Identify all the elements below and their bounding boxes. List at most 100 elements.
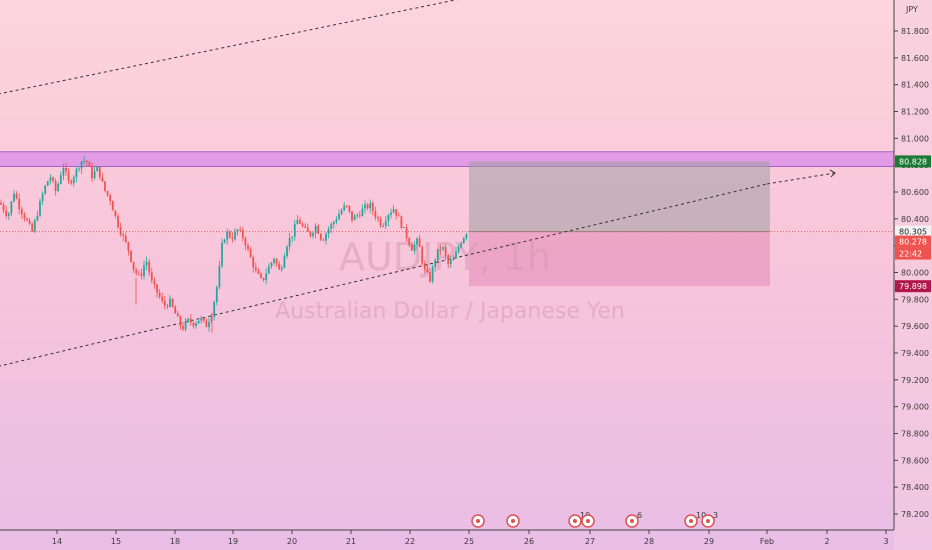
candle-body (275, 259, 278, 264)
event-count-label: 3 (713, 511, 718, 520)
candle-body (93, 171, 96, 179)
candle-body (252, 257, 255, 268)
candle-body (462, 237, 465, 244)
candle-body (416, 238, 418, 245)
candle-body (163, 300, 166, 306)
candle-body (33, 220, 36, 232)
candle-body (7, 213, 10, 216)
candle-body (228, 231, 231, 238)
stop-price-tag-bg (895, 280, 931, 293)
candle-body (395, 209, 398, 216)
candle-body (280, 267, 283, 270)
candle-body (174, 306, 177, 314)
price-tick-label: 80.400 (901, 215, 929, 224)
candle-body (421, 247, 424, 264)
candle-body (436, 249, 439, 260)
candle-body (72, 177, 75, 184)
candle-body (104, 181, 106, 191)
candle-body (52, 177, 54, 181)
event-marker-dot (573, 519, 577, 523)
candle-body (223, 239, 226, 243)
event-marker-dot (689, 519, 693, 523)
watermark-name: Australian Dollar / Japanese Yen (275, 299, 625, 324)
candle-body (319, 233, 322, 240)
price-tick-label: 79.800 (901, 295, 929, 304)
candle-body (335, 219, 338, 223)
candle-body (215, 287, 218, 302)
candle-body (13, 193, 15, 202)
candle-body (200, 318, 203, 321)
candle-body (449, 260, 452, 264)
event-marker-dot (476, 519, 480, 523)
event-marker-dot (630, 519, 634, 523)
candle-body (366, 204, 369, 209)
resistance-price-tag-bg (895, 155, 931, 168)
candle-body (403, 227, 405, 228)
candle-body (309, 231, 312, 237)
candle-body (249, 248, 252, 258)
candle-body (286, 246, 288, 257)
price-tick-label: 78.600 (901, 456, 929, 465)
candle-body (410, 244, 413, 251)
candle-body (345, 205, 348, 207)
candle-body (88, 162, 91, 167)
price-tick-label: 78.800 (901, 430, 929, 439)
candle-body (356, 215, 359, 217)
trend-arrow-head (829, 169, 836, 178)
candle-body (18, 198, 21, 209)
candle-body (67, 171, 70, 182)
candle-body (262, 277, 265, 281)
candle-body (49, 177, 52, 182)
price-tick-label: 81.000 (901, 134, 929, 143)
candle-body (205, 320, 208, 328)
candle-body (80, 161, 83, 169)
candle-body (384, 221, 387, 226)
candle-body (41, 193, 44, 202)
resistance-price-tag: 80.828 (899, 157, 927, 166)
candle-body (460, 243, 463, 247)
candle-body (44, 185, 47, 194)
watermark-symbol: AUDJPY, 1h (339, 235, 551, 279)
candle-body (202, 318, 205, 321)
candle-body (23, 214, 26, 219)
time-tick-label: 26 (524, 537, 534, 546)
candle-body (127, 241, 130, 251)
candle-body (442, 247, 444, 250)
candle-body (353, 215, 356, 221)
candle-body (83, 160, 86, 162)
candle-body (109, 195, 112, 202)
candle-body (312, 233, 314, 237)
candle-body (288, 238, 291, 247)
candle-body (106, 190, 109, 196)
candle-body (2, 204, 5, 211)
candle-body (148, 261, 151, 273)
candle-body (46, 181, 49, 186)
candle-countdown-tag-bg (895, 247, 931, 260)
candle-body (413, 244, 416, 251)
candle-body (156, 284, 158, 293)
candle-body (208, 321, 210, 328)
candle-body (137, 273, 140, 274)
price-tick-label: 78.400 (901, 483, 929, 492)
candle-body (218, 265, 221, 288)
candle-body (314, 225, 317, 234)
candle-body (439, 249, 442, 251)
candle-body (405, 227, 408, 239)
candle-body (244, 238, 247, 246)
candle-body (197, 320, 200, 324)
candle-body (119, 226, 122, 235)
candle-body (158, 292, 161, 297)
candle-body (431, 266, 434, 282)
candle-body (117, 215, 119, 227)
candle-body (267, 266, 270, 274)
time-tick-label: 18 (170, 537, 180, 546)
candle-body (0, 202, 2, 205)
candle-body (57, 183, 60, 191)
candle-body (132, 261, 135, 270)
price-tick-label: 81.200 (901, 108, 929, 117)
candle-body (301, 223, 304, 227)
time-tick-label: 20 (287, 537, 297, 546)
candle-body (28, 220, 31, 224)
